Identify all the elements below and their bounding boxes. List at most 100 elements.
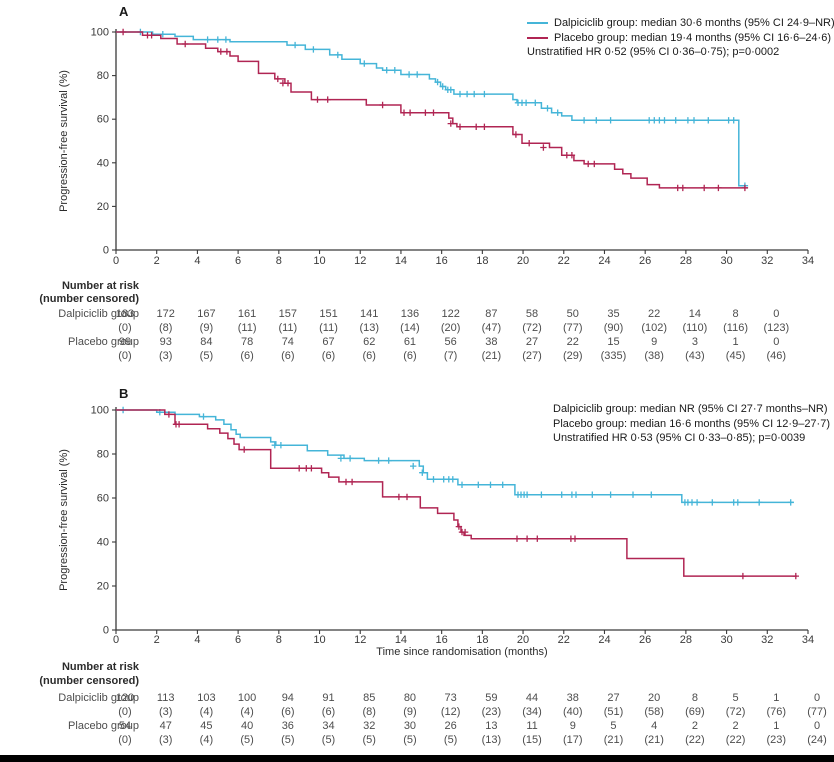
risk-censored-value: (34) [522, 706, 542, 718]
risk-at-risk-value: 2 [691, 720, 698, 732]
x-tick-label: 10 [313, 634, 325, 646]
risk-censored-value: (20) [440, 322, 461, 334]
risk-at-risk-value: 8 [732, 308, 739, 320]
risk-censored-value: (76) [766, 706, 787, 718]
risk-at-risk-value: 22 [648, 308, 661, 320]
risk-censored-value: (6) [362, 350, 376, 362]
y-tick-label: 60 [97, 493, 109, 505]
y-tick-label: 100 [91, 405, 109, 417]
x-tick-label: 18 [476, 634, 488, 646]
risk-at-risk-value: 58 [525, 308, 539, 320]
x-tick-label: 18 [476, 255, 488, 267]
risk-at-risk-value: 99 [118, 336, 132, 348]
x-tick-label: 16 [436, 634, 448, 646]
risk-censored-value: (38) [644, 350, 664, 362]
risk-censored-value: (0) [118, 322, 132, 334]
risk-at-risk-value: 32 [363, 720, 376, 732]
censor-marks [165, 411, 799, 580]
risk-at-risk-value: 151 [319, 308, 338, 320]
risk-censored-value: (110) [682, 322, 708, 334]
risk-censored-value: (22) [685, 734, 705, 746]
risk-censored-value: (9) [403, 706, 417, 718]
risk-at-risk-value: 0 [813, 720, 821, 732]
risk-censored-value: (9) [199, 322, 214, 334]
risk-censored-value: (335) [600, 350, 627, 362]
x-tick-label: 34 [802, 255, 814, 267]
x-tick-label: 24 [598, 634, 610, 646]
x-tick-label: 8 [276, 634, 282, 646]
risk-at-risk-value: 1 [732, 336, 739, 348]
risk-at-risk-value: 30 [403, 720, 417, 732]
risk-censored-value: (8) [158, 322, 173, 334]
risk-censored-value: (12) [440, 706, 461, 718]
risk-censored-value: (72) [522, 322, 542, 334]
risk-at-risk-value: 3 [691, 336, 698, 348]
risk-at-risk-value: 78 [240, 336, 254, 348]
x-tick-label: 26 [639, 634, 651, 646]
risk-at-risk-value: 122 [441, 308, 460, 320]
risk-at-risk-value: 56 [444, 336, 457, 348]
risk-censored-value: (3) [158, 734, 173, 746]
y-tick-label: 80 [97, 70, 109, 82]
risk-at-risk-value: 14 [688, 308, 701, 320]
risk-at-risk-value: 26 [444, 720, 457, 732]
risk-at-risk-value: 4 [651, 720, 658, 732]
risk-censored-value: (40) [562, 706, 583, 718]
legend-text: Dalpiciclib group: median 30·6 months (9… [554, 17, 834, 29]
risk-at-risk-value: 103 [197, 692, 216, 704]
risk-at-risk-value: 0 [773, 308, 780, 320]
legend-text: Placebo group: median 19·4 months (95% C… [554, 31, 831, 44]
risk-censored-value: (43) [685, 350, 705, 362]
risk-at-risk-value: 22 [566, 336, 579, 348]
risk-at-risk-value: 34 [322, 720, 335, 732]
legend-line: Unstratified HR 0·53 (95% CI 0·33–0·85);… [553, 431, 830, 446]
x-tick-label: 12 [354, 634, 366, 646]
risk-censored-value: (21) [644, 734, 664, 746]
legend-text: Unstratified HR 0·52 (95% CI 0·36–0·75);… [527, 46, 780, 59]
risk-censored-value: (5) [362, 734, 376, 746]
legend-text: Placebo group: median 16·6 months (95% C… [553, 417, 830, 430]
risk-at-risk-value: 94 [281, 692, 294, 704]
risk-at-risk-value: 85 [363, 692, 376, 704]
risk-at-risk-value: 91 [322, 692, 335, 704]
legend-text: Unstratified HR 0·53 (95% CI 0·33–0·85);… [553, 432, 806, 445]
x-tick-label: 30 [720, 255, 732, 267]
panel-a-legend: Dalpiciclib group: median 30·6 months (9… [527, 16, 834, 60]
risk-censored-value: (6) [321, 350, 336, 362]
risk-at-risk-value: 59 [485, 692, 498, 704]
risk-censored-value: (15) [522, 734, 542, 746]
x-tick-label: 12 [354, 255, 366, 267]
risk-at-risk-value: 1 [773, 692, 780, 704]
x-tick-label: 20 [517, 255, 529, 267]
risk-at-risk-value: 73 [444, 692, 457, 704]
risk-at-risk-value: 1 [773, 720, 780, 732]
x-tick-label: 2 [154, 255, 160, 267]
risk-censored-value: (23) [766, 734, 787, 746]
risk-censored-value: (47) [481, 322, 502, 334]
risk-row-label: Dalpiciclib group [58, 692, 139, 704]
risk-at-risk-value: 167 [197, 308, 216, 320]
x-axis-title: Time since randomisation (months) [376, 646, 548, 658]
risk-censored-value: (5) [281, 734, 295, 746]
x-tick-label: 14 [395, 634, 407, 646]
censor-marks [119, 28, 749, 192]
x-tick-label: 14 [395, 255, 407, 267]
y-tick-label: 60 [97, 114, 109, 126]
x-tick-label: 16 [436, 255, 448, 267]
risk-at-risk-value: 13 [485, 720, 498, 732]
x-tick-label: 8 [276, 255, 282, 267]
risk-at-risk-value: 44 [525, 692, 539, 704]
risk-at-risk-value: 100 [237, 692, 257, 704]
x-tick-label: 4 [194, 255, 200, 267]
y-tick-label: 100 [91, 27, 109, 39]
panel-a-label: A [119, 4, 129, 19]
risk-at-risk-value: 45 [200, 720, 213, 732]
legend-line: Dalpiciclib group: median 30·6 months (9… [527, 16, 834, 31]
risk-censored-value: (23) [481, 706, 502, 718]
y-tick-label: 0 [103, 245, 109, 257]
risk-censored-value: (6) [403, 350, 417, 362]
legend-text: Dalpiciclib group: median NR (95% CI 27·… [553, 403, 828, 415]
risk-table-subtitle: (number censored) [39, 675, 139, 687]
placebo-line-swatch [527, 36, 548, 39]
dalpiciclib-line-swatch [527, 22, 548, 25]
